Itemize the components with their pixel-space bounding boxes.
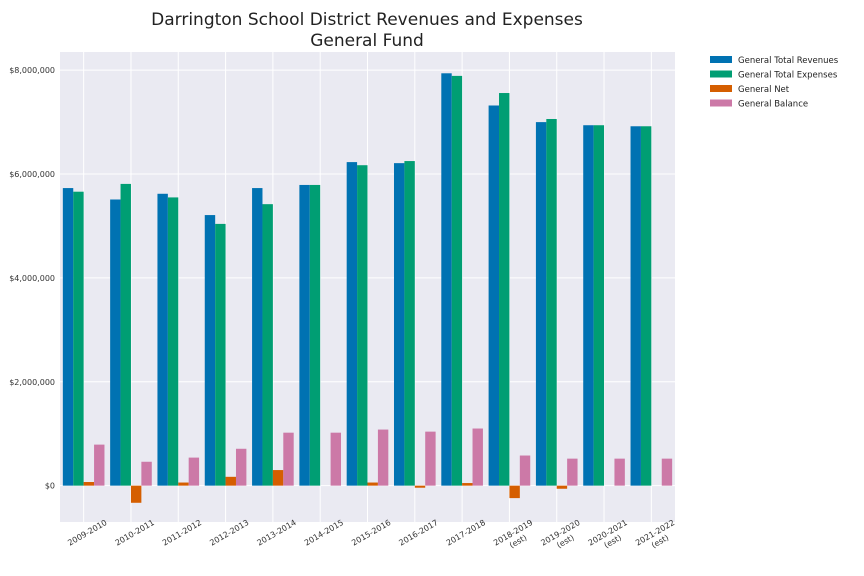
bar: [614, 458, 625, 486]
bar: [630, 126, 641, 486]
x-tick-label: 2010-2011: [114, 518, 156, 548]
bar: [262, 204, 273, 486]
bar: [252, 188, 263, 486]
chart-title: Darrington School District Revenues and …: [151, 10, 583, 30]
bar: [593, 125, 605, 486]
y-tick-label: $6,000,000: [9, 170, 55, 179]
bar: [393, 163, 405, 486]
bar: [178, 482, 189, 486]
bar: [546, 118, 557, 486]
bar: [272, 470, 284, 486]
bar: [472, 428, 483, 486]
bar: [462, 483, 473, 486]
bar: [640, 126, 652, 486]
x-tick-label-line: 2012-2013: [208, 518, 250, 548]
legend-swatch: [710, 56, 732, 63]
bar: [309, 184, 321, 486]
bar: [367, 482, 378, 486]
x-tick-label: 2020-2021(est): [587, 518, 629, 550]
x-tick-label: 2014-2015: [303, 518, 345, 548]
bar: [509, 485, 520, 499]
bar: [120, 183, 131, 486]
bar: [62, 188, 74, 486]
bar: [556, 485, 568, 489]
bar: [110, 199, 121, 486]
bar: [94, 444, 105, 486]
y-tick-label: $0: [45, 482, 55, 491]
bar: [404, 161, 415, 486]
x-tick-label: 2018-2019(est): [492, 518, 534, 550]
x-tick-label-line: 2009-2010: [66, 518, 108, 548]
x-tick-label: 2019-2020(est): [539, 518, 581, 550]
bar: [330, 432, 342, 486]
bar: [414, 485, 426, 488]
chart-subtitle: General Fund: [310, 31, 424, 51]
bar: [357, 165, 368, 486]
legend-label: General Balance: [738, 100, 808, 110]
bar: [519, 455, 531, 486]
y-tick-label: $2,000,000: [9, 378, 55, 387]
x-tick-label-line: 2011-2012: [161, 518, 203, 548]
bar: [283, 432, 294, 486]
bar: [535, 122, 547, 486]
y-axis: $0 $2,000,000 $4,000,000 $6,000,000 $8,000,0…: [9, 66, 55, 490]
bar: [346, 162, 358, 486]
legend-label: General Total Expenses: [738, 71, 838, 81]
x-tick-label: 2021-2022(est): [634, 518, 676, 550]
bar: [73, 191, 84, 486]
x-tick-label: 2013-2014: [256, 518, 298, 548]
bar: [488, 105, 500, 486]
bar: [225, 476, 236, 486]
bar: [451, 75, 463, 486]
x-tick-label: 2017-2018: [445, 518, 487, 548]
bar: [583, 125, 594, 486]
bar: [215, 223, 226, 486]
bars: [62, 73, 673, 503]
x-tick-label-line: 2013-2014: [256, 518, 298, 548]
bar: [567, 458, 578, 486]
bar: [83, 482, 95, 486]
x-tick-label: 2012-2013: [208, 518, 250, 548]
legend-swatch: [710, 70, 732, 78]
bar: [141, 461, 152, 486]
x-tick-label: 2015-2016: [350, 518, 392, 548]
bar: [441, 73, 452, 486]
legend-swatch: [710, 85, 732, 92]
bar: [157, 193, 168, 486]
x-tick-label-line: 2017-2018: [445, 518, 487, 548]
y-tick-label: $8,000,000: [9, 66, 55, 75]
legend-label: General Net: [738, 85, 790, 95]
legend-swatch: [710, 99, 732, 107]
legend: General Total Revenues General Total Expe…: [710, 56, 839, 110]
y-tick-label: $4,000,000: [9, 274, 55, 283]
bar: [188, 457, 200, 486]
x-tick-label-line: 2015-2016: [350, 518, 392, 548]
bar: [130, 485, 142, 503]
x-tick-label-line: 2014-2015: [303, 518, 345, 548]
x-tick-label-line: 2016-2017: [397, 518, 439, 548]
bar: [425, 431, 436, 486]
bar: [167, 197, 179, 486]
bar: [661, 458, 673, 486]
bar: [377, 429, 389, 486]
bar: [299, 184, 310, 486]
legend-label: General Total Revenues: [738, 56, 839, 66]
x-tick-label: 2011-2012: [161, 518, 203, 548]
x-axis: 2009-2010 2010-2011 2011-2012 2012-2013 2013…: [66, 518, 676, 550]
x-tick-label: 2016-2017: [397, 518, 439, 548]
bar: [499, 93, 510, 486]
x-tick-label: 2009-2010: [66, 518, 108, 548]
bar: [235, 448, 247, 486]
bar: [204, 215, 216, 486]
x-tick-label-line: 2010-2011: [114, 518, 156, 548]
